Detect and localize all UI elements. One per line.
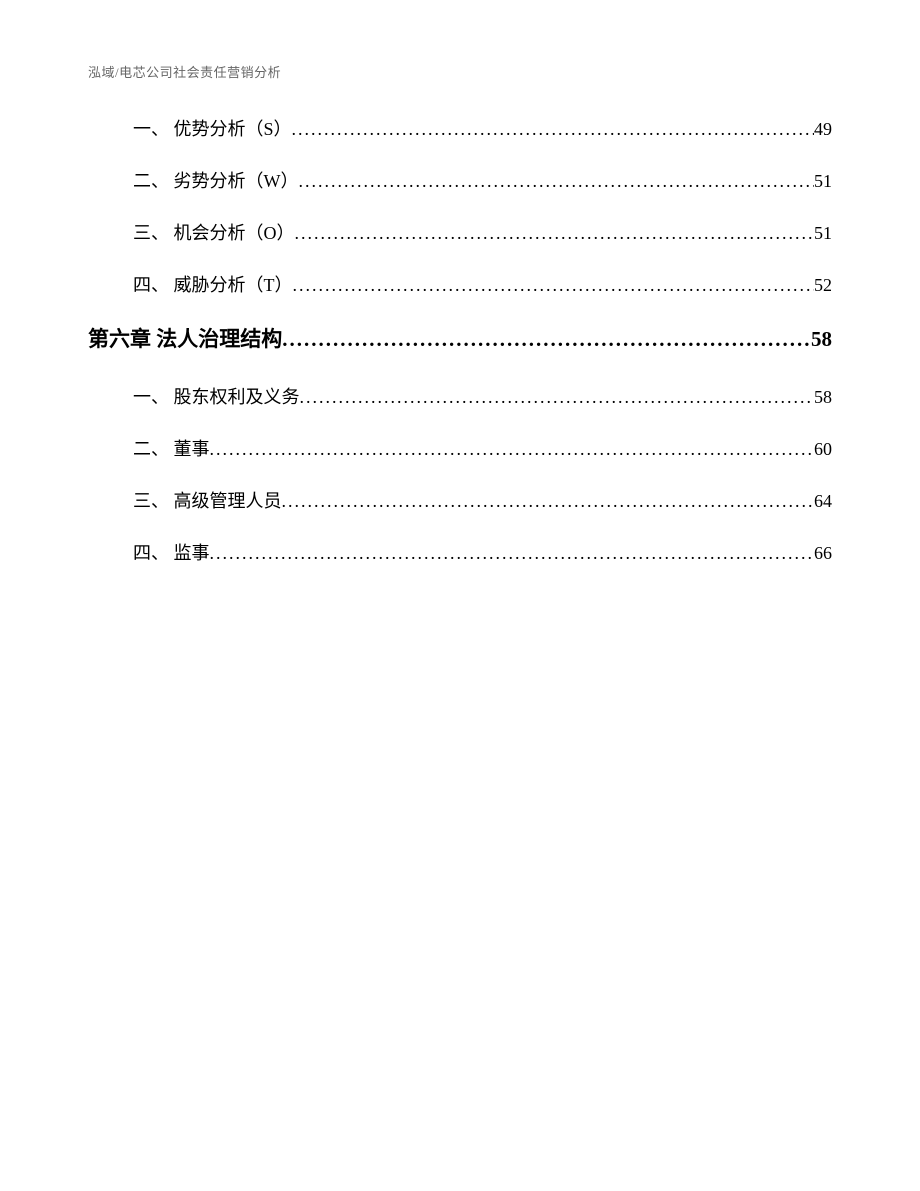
toc-label: 三、 高级管理人员 <box>133 487 282 513</box>
toc-leader-dots <box>282 491 815 512</box>
toc-item: 一、 股东权利及义务 58 <box>133 383 832 409</box>
toc-item: 二、 董事 60 <box>133 435 832 461</box>
toc-leader-dots <box>282 327 811 352</box>
toc-chapter: 第六章 法人治理结构 58 <box>88 323 832 353</box>
toc-item: 三、 机会分析（O） 51 <box>133 219 832 245</box>
toc-page: 64 <box>814 491 832 512</box>
toc-label: 一、 优势分析（S） <box>133 115 292 141</box>
toc-label: 二、 劣势分析（W） <box>133 167 299 193</box>
toc-leader-dots <box>295 223 815 244</box>
toc-item: 四、 威胁分析（T） 52 <box>133 271 832 297</box>
toc-leader-dots <box>210 439 815 460</box>
toc-leader-dots <box>300 387 815 408</box>
toc-leader-dots <box>299 171 815 192</box>
toc-page: 49 <box>814 119 832 140</box>
toc-label: 一、 股东权利及义务 <box>133 383 300 409</box>
toc-leader-dots <box>292 119 814 140</box>
toc-label: 三、 机会分析（O） <box>133 219 295 245</box>
toc-label: 二、 董事 <box>133 435 210 461</box>
toc-item: 四、 监事 66 <box>133 539 832 565</box>
toc-item: 三、 高级管理人员 64 <box>133 487 832 513</box>
toc-page: 51 <box>814 223 832 244</box>
header-text: 泓域/电芯公司社会责任营销分析 <box>88 65 281 80</box>
toc-page: 58 <box>814 387 832 408</box>
toc-container: 一、 优势分析（S） 49 二、 劣势分析（W） 51 三、 机会分析（O） 5… <box>88 115 832 591</box>
toc-item: 二、 劣势分析（W） 51 <box>133 167 832 193</box>
toc-leader-dots <box>293 275 815 296</box>
toc-page: 60 <box>814 439 832 460</box>
page-header: 泓域/电芯公司社会责任营销分析 <box>88 62 281 81</box>
toc-page: 66 <box>814 543 832 564</box>
toc-label: 四、 威胁分析（T） <box>133 271 293 297</box>
toc-leader-dots <box>210 543 815 564</box>
toc-label: 四、 监事 <box>133 539 210 565</box>
toc-page: 51 <box>814 171 832 192</box>
toc-page: 52 <box>814 275 832 296</box>
toc-item: 一、 优势分析（S） 49 <box>133 115 832 141</box>
toc-page: 58 <box>811 327 832 352</box>
toc-label: 第六章 法人治理结构 <box>88 323 282 353</box>
